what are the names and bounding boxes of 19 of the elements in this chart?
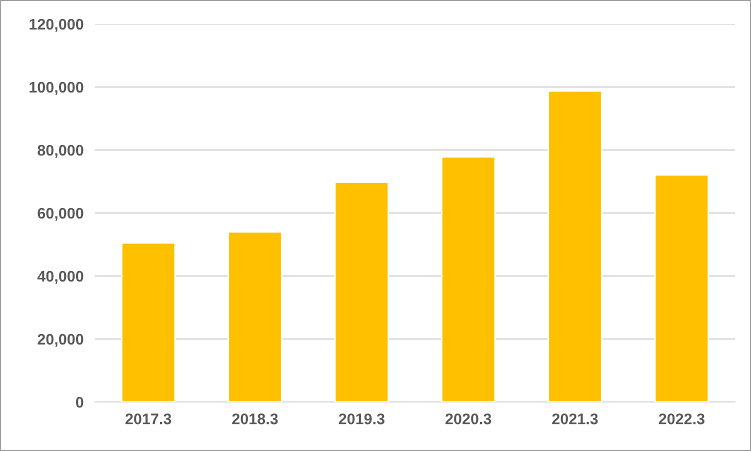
bar: [548, 90, 602, 402]
y-tick-label: 0: [76, 396, 84, 408]
bar: [440, 156, 496, 402]
y-tick-label: 40,000: [37, 270, 84, 284]
y-tick-label: 100,000: [30, 82, 84, 95]
x-tick-label: 2018.3: [232, 414, 278, 424]
y-tick-label: 60,000: [38, 208, 84, 221]
bar: [120, 242, 176, 402]
x-tick-label: 2019.3: [338, 414, 384, 424]
y-tick-label: 80,000: [38, 144, 84, 158]
x-tick-label: 2022.3: [658, 414, 704, 424]
bar: [228, 231, 282, 402]
x-tick-label: 2020.3: [446, 414, 492, 424]
bar: [654, 174, 710, 402]
bar: [334, 181, 390, 402]
x-tick-label: 2021.3: [552, 414, 598, 424]
x-tick-label: 2017.3: [126, 414, 172, 424]
y-tick-label: 120,000: [30, 18, 84, 32]
y-tick-label: 20,000: [38, 334, 84, 347]
